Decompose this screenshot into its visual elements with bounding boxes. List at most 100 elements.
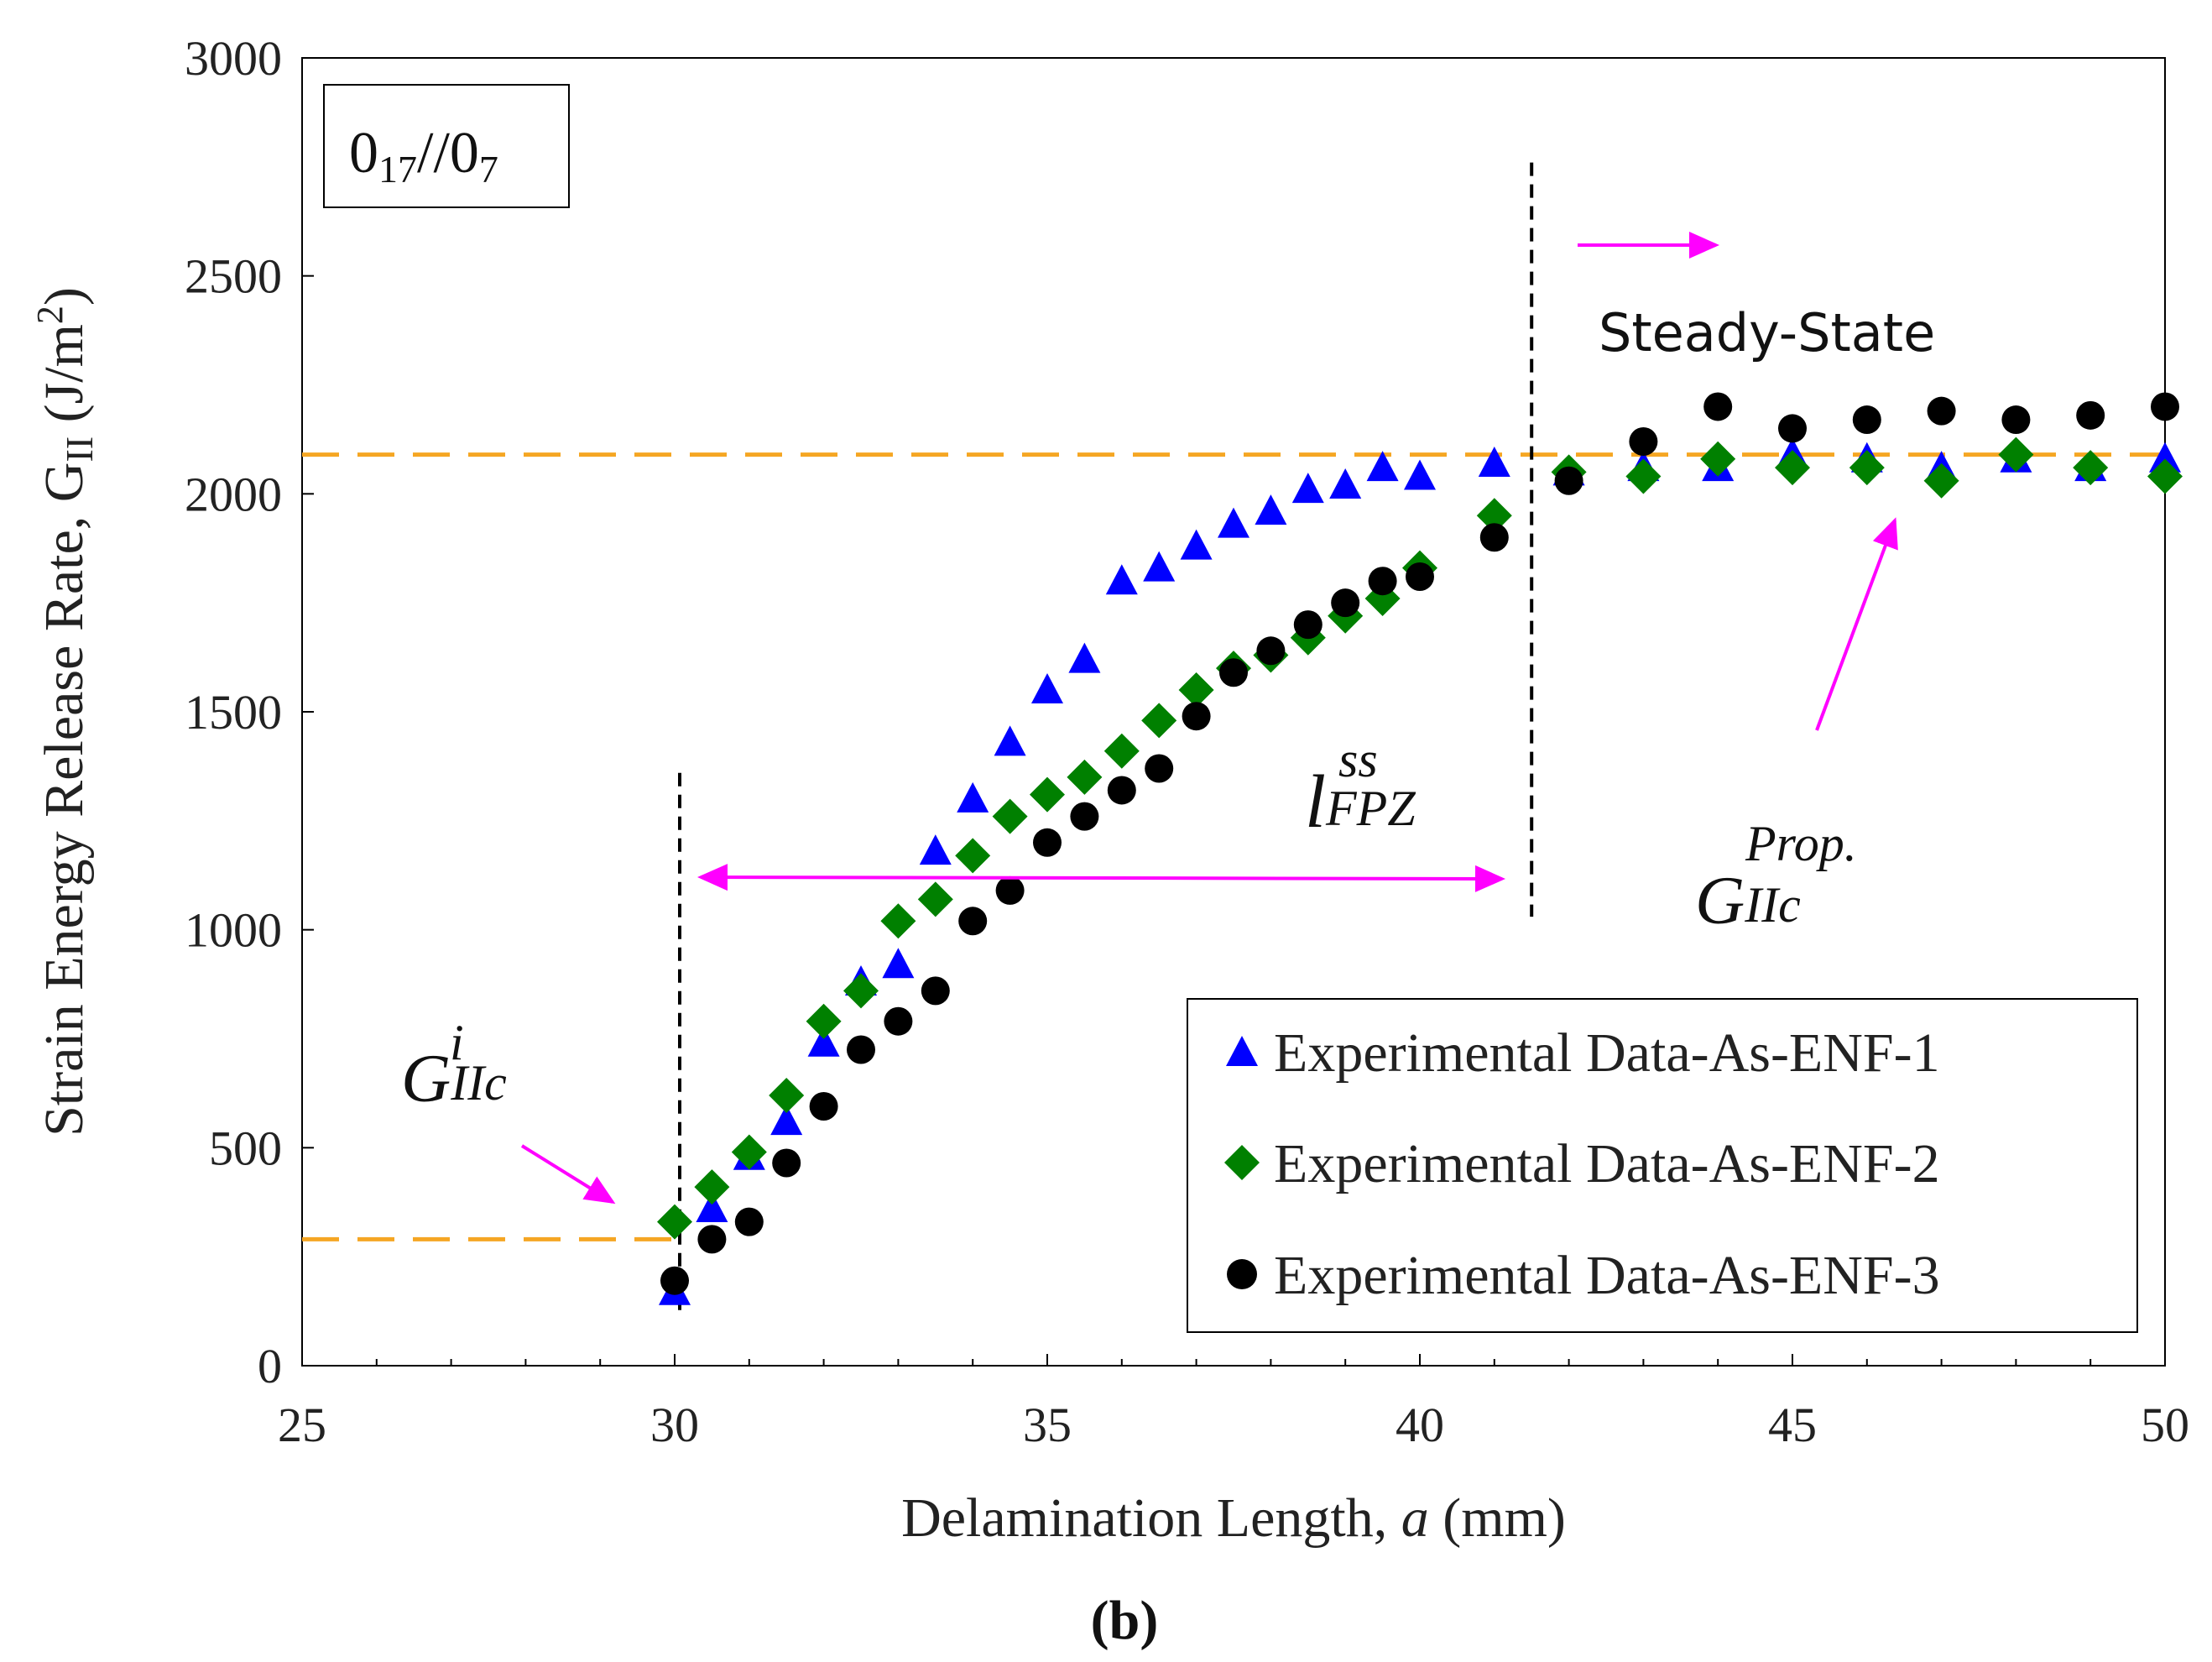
series-2-point-2: [731, 1134, 767, 1170]
series-2-point-28: [1998, 436, 2034, 473]
series-3-point-28: [2001, 405, 2031, 435]
series-1-point-4: [807, 1026, 840, 1057]
series-1-point-9: [994, 725, 1026, 756]
series-1-point-6: [882, 948, 915, 979]
legend-box: [1187, 998, 2138, 1333]
series-3-point-13: [1145, 754, 1174, 783]
series-3-point-27: [1927, 396, 1956, 426]
g-init-sup: i: [450, 1015, 464, 1070]
series-2-point-23: [1625, 458, 1662, 494]
series-3-point-10: [1033, 828, 1062, 857]
fpz-label: lFPZ: [1305, 760, 1416, 844]
y-axis-label-sub: II: [58, 436, 101, 463]
caption-open: (: [1091, 1590, 1109, 1651]
series-3-point-20: [1406, 562, 1434, 592]
x-axis-label-var: a: [1401, 1487, 1429, 1549]
x-axis-label: Delamination Length, a (mm): [901, 1487, 1566, 1549]
y-axis-label-unit-sup: 2: [29, 306, 70, 324]
legend: Experimental Data-As-ENF-1 Experimental …: [1187, 998, 2138, 1333]
y-tick-label-0: 0: [258, 1339, 282, 1393]
layup-main-1: 0: [349, 121, 378, 186]
x-tick-label-3: 40: [1396, 1398, 1444, 1452]
caption-letter: b: [1109, 1590, 1140, 1651]
series-1-point-12: [1105, 564, 1138, 595]
y-tick-label-3: 1500: [185, 685, 282, 740]
series-3-point-11: [1070, 802, 1099, 831]
series-2-point-9: [992, 798, 1028, 834]
series-2-point-24: [1700, 441, 1736, 477]
series-2-point-14: [1178, 672, 1214, 708]
legend-marker-3: [1227, 1259, 1257, 1289]
series-3-point-21: [1479, 523, 1509, 552]
x-tick-label-2: 35: [1023, 1398, 1072, 1452]
y-tick-label-6: 3000: [185, 31, 282, 86]
fpz-main: l: [1305, 760, 1326, 844]
series-3-point-5: [847, 1035, 875, 1064]
series-2-point-12: [1103, 733, 1140, 769]
g-init-arrow: [520, 1144, 616, 1205]
reference-lines: [302, 162, 2165, 1314]
fpz-sup: ss: [1338, 732, 1378, 787]
series-3-point-6: [884, 1006, 913, 1036]
series-1-point-20: [1404, 459, 1436, 490]
y-tick-label-2: 1000: [185, 903, 282, 958]
g-prop-label: GIIc: [1695, 862, 1801, 938]
series-1-point-7: [919, 834, 952, 865]
series-2-point-29: [2073, 450, 2109, 486]
series-3-point-23: [1629, 427, 1658, 457]
series-3-point-24: [1703, 392, 1733, 421]
y-axis-label-prefix: Strain Energy Release Rate, G: [34, 463, 95, 1137]
series-2-point-21: [1476, 498, 1512, 534]
series-2-point-25: [1775, 450, 1810, 486]
legend-marker-2: [1224, 1145, 1260, 1180]
series-1-point-13: [1143, 551, 1176, 582]
series-2-point-8: [955, 838, 991, 874]
y-axis-label-unit-end: ): [34, 287, 95, 306]
series-2-point-4: [806, 1003, 842, 1039]
ticks-layer: 0 500 1000 1500 2000 2500 3000 25 30 35 40 45 50: [185, 31, 2189, 1452]
series-1-point-19: [1366, 451, 1399, 482]
legend-label-2: Experimental Data-As-ENF-2: [1274, 1133, 1940, 1194]
series-2-point-6: [880, 903, 916, 939]
series-2-point-0: [657, 1204, 692, 1240]
series-3-point-19: [1368, 567, 1397, 596]
series-1-point-30: [2149, 442, 2181, 473]
series-1-point-15: [1218, 507, 1249, 538]
x-tick-label-0: 25: [278, 1398, 326, 1452]
series-2-point-3: [769, 1078, 805, 1114]
g-prop-main: G: [1695, 862, 1745, 938]
series-3-point-16: [1256, 636, 1286, 666]
series-3-point-18: [1331, 588, 1360, 618]
series-3-point-25: [1778, 414, 1807, 443]
series-3-point-12: [1107, 776, 1136, 805]
series-3-point-2: [734, 1207, 764, 1236]
series-3-point-15: [1219, 658, 1248, 687]
series-1-point-18: [1329, 468, 1362, 499]
x-axis-label-prefix: Delamination Length,: [901, 1487, 1401, 1549]
y-axis-label-unit-start: (J/m: [34, 324, 95, 436]
y-axis-label: Strain Energy Release Rate, GII (J/m2): [29, 287, 101, 1137]
legend-label-1: Experimental Data-As-ENF-1: [1274, 1022, 1940, 1084]
svg-text:017//07: 017//07: [349, 121, 498, 191]
series-1-point-3: [770, 1105, 803, 1136]
g-prop-arrow: [1815, 517, 1898, 731]
legend-marker-1: [1226, 1036, 1258, 1066]
layup-sub-2: 7: [479, 148, 498, 191]
series-3-point-8: [958, 907, 988, 936]
layup-mid: //0: [417, 121, 479, 186]
series-2-point-27: [1923, 463, 1959, 499]
y-tick-label-1: 500: [209, 1121, 282, 1175]
series-2-point-13: [1141, 703, 1177, 739]
series-3-point-4: [809, 1091, 838, 1121]
series-2-point-30: [2147, 458, 2183, 494]
series-3-point-7: [921, 976, 950, 1006]
series-1-point-14: [1180, 529, 1213, 560]
fpz-double-arrow: [697, 864, 1505, 892]
series-2-point-11: [1067, 759, 1103, 795]
series-3-point-22: [1554, 466, 1583, 495]
series-1-point-17: [1291, 473, 1324, 504]
x-tick-label-1: 30: [650, 1398, 699, 1452]
steady-state-label: Steady-State: [1599, 302, 1935, 363]
series-1-point-8: [957, 781, 989, 813]
